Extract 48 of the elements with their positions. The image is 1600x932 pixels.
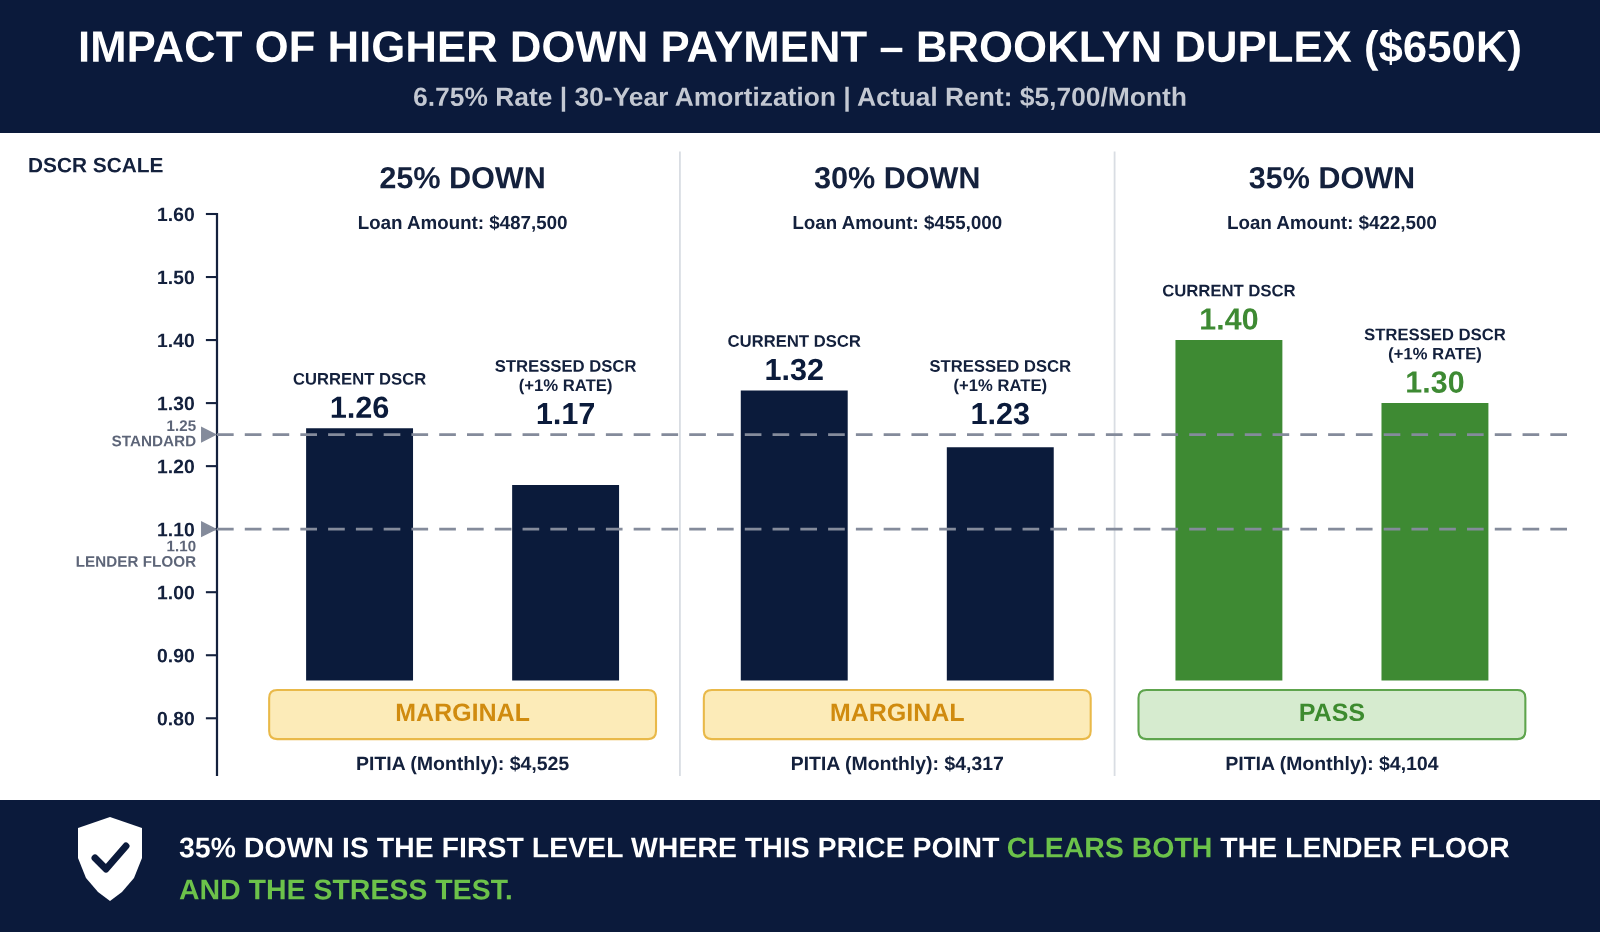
annotation: PITIA (Monthly): $4,104 bbox=[1226, 755, 1439, 775]
text: CURRENT DSCR bbox=[293, 372, 426, 385]
bar bbox=[946, 447, 1054, 681]
x-tick-label: 30% DOWN bbox=[814, 166, 979, 189]
data-label: 1.32 bbox=[766, 358, 823, 381]
data-label: 1.26 bbox=[331, 396, 389, 419]
annotation: MARGINAL bbox=[396, 703, 530, 722]
y-tick-label: 1.60 bbox=[158, 207, 194, 222]
y-tick-label: 0.90 bbox=[157, 648, 194, 663]
ref-line-label: 1.25 STANDARD bbox=[112, 420, 196, 447]
text: STRESSED DSCR (+1% RATE) bbox=[929, 360, 1071, 395]
ref-line-label: 1.10 LENDER FLOOR bbox=[76, 540, 196, 567]
annotation: Loan Amount: $487,500 bbox=[358, 215, 567, 232]
text: AND THE STRESS TEST. bbox=[179, 879, 511, 900]
y-tick-label: 1.10 bbox=[158, 522, 194, 537]
data-label: 1.30 bbox=[1407, 371, 1464, 393]
y-axis-title: DSCR SCALE bbox=[29, 157, 163, 173]
y-tick-label: 0.80 bbox=[157, 711, 194, 726]
annotation: PASS bbox=[1300, 703, 1365, 722]
annotation: PITIA (Monthly): $4,317 bbox=[791, 755, 1004, 775]
data-label: 1.40 bbox=[1201, 308, 1258, 330]
text: STRESSED DSCR (+1% RATE) bbox=[495, 360, 637, 395]
bar bbox=[306, 428, 414, 681]
y-tick-label: 1.00 bbox=[158, 585, 194, 600]
bar bbox=[1175, 340, 1283, 681]
annotation: Loan Amount: $422,500 bbox=[1228, 215, 1437, 232]
y-tick-label: 1.20 bbox=[158, 459, 194, 474]
text: THE LENDER FLOOR bbox=[1220, 837, 1510, 858]
annotation: PITIA (Monthly): $4,525 bbox=[357, 755, 569, 775]
y-tick-label: 1.30 bbox=[158, 396, 194, 411]
text: STRESSED DSCR (+1% RATE) bbox=[1364, 328, 1506, 363]
x-tick-label: 25% DOWN bbox=[380, 166, 544, 189]
annotation: Loan Amount: $455,000 bbox=[793, 215, 1002, 232]
bar bbox=[512, 485, 620, 681]
chart-subtitle: 6.75% Rate | 30-Year Amortization | Actual Rent: $5,700/Month bbox=[414, 86, 1186, 112]
y-tick-label: 1.50 bbox=[158, 270, 194, 285]
text: CURRENT DSCR bbox=[728, 335, 861, 347]
bar bbox=[1381, 403, 1489, 681]
data-label: 1.17 bbox=[537, 403, 594, 425]
data-label: 1.23 bbox=[972, 402, 1029, 425]
y-tick-label: 1.40 bbox=[158, 333, 194, 348]
text: CURRENT DSCR bbox=[1162, 284, 1296, 297]
annotation: MARGINAL bbox=[831, 703, 964, 722]
text: 35% DOWN IS THE FIRST LEVEL WHERE THIS PRICE POINT bbox=[179, 837, 1000, 858]
x-tick-label: 35% DOWN bbox=[1249, 166, 1414, 189]
bar bbox=[740, 390, 848, 681]
chart-title: IMPACT OF HIGHER DOWN PAYMENT – BROOKLYN DUPLEX ($650K) bbox=[80, 29, 1520, 71]
text: CLEARS BOTH bbox=[1007, 837, 1211, 858]
